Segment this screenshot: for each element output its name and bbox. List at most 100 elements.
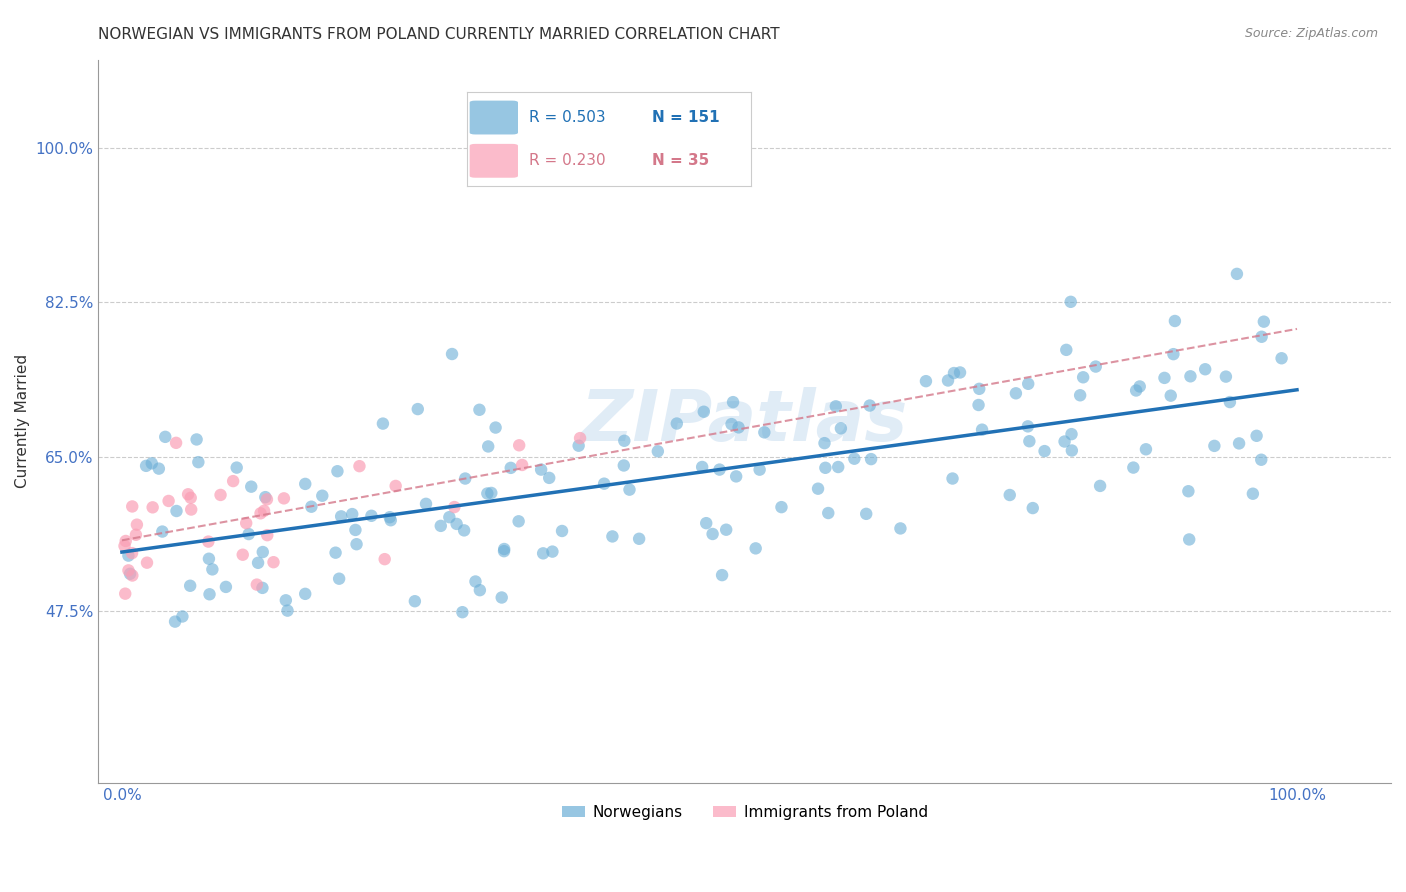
Point	[479, 486, 502, 500]
Point	[344, 523, 367, 537]
Point	[197, 534, 219, 549]
Point	[1160, 389, 1182, 403]
Point	[936, 374, 959, 388]
Point	[859, 399, 882, 413]
Point	[225, 460, 247, 475]
Point	[727, 420, 749, 434]
Point	[1060, 294, 1083, 309]
Point	[1178, 533, 1201, 547]
Point	[711, 568, 734, 582]
Point	[510, 458, 533, 472]
Point	[172, 609, 194, 624]
Point	[967, 382, 990, 396]
Point	[1054, 343, 1077, 357]
Point	[1017, 419, 1039, 434]
Point	[384, 479, 406, 493]
Point	[1129, 379, 1152, 393]
Point	[813, 436, 835, 450]
Point	[942, 366, 965, 380]
Point	[150, 524, 173, 539]
Point	[349, 459, 371, 474]
Point	[1204, 439, 1226, 453]
Point	[136, 556, 159, 570]
Point	[1246, 429, 1268, 443]
Point	[844, 451, 866, 466]
Point	[294, 587, 316, 601]
Point	[998, 488, 1021, 502]
Point	[1250, 330, 1272, 344]
Point	[814, 460, 837, 475]
Point	[551, 524, 574, 538]
Point	[186, 433, 208, 447]
Point	[1125, 384, 1147, 398]
Point	[117, 549, 139, 563]
Point	[446, 516, 468, 531]
Point	[538, 471, 561, 485]
Y-axis label: Currently Married: Currently Married	[15, 354, 30, 489]
Point	[568, 439, 591, 453]
Legend: Norwegians, Immigrants from Poland: Norwegians, Immigrants from Poland	[555, 799, 934, 826]
Point	[693, 405, 716, 419]
Point	[1071, 370, 1094, 384]
Point	[374, 552, 396, 566]
Point	[232, 548, 254, 562]
Point	[477, 439, 499, 453]
Point	[114, 533, 136, 548]
Point	[530, 462, 553, 476]
Point	[328, 572, 350, 586]
Point	[114, 539, 136, 553]
Point	[508, 514, 530, 528]
Point	[613, 458, 636, 473]
Point	[299, 500, 322, 514]
Point	[1226, 267, 1249, 281]
Point	[246, 577, 269, 591]
Point	[117, 563, 139, 577]
Point	[360, 508, 382, 523]
Point	[1250, 452, 1272, 467]
Point	[714, 523, 737, 537]
Point	[378, 510, 401, 524]
Point	[380, 513, 402, 527]
Point	[744, 541, 766, 556]
Point	[1088, 479, 1111, 493]
Point	[263, 555, 285, 569]
Point	[817, 506, 839, 520]
Point	[1215, 369, 1237, 384]
Point	[1219, 395, 1241, 409]
Point	[1180, 369, 1202, 384]
Point	[1194, 362, 1216, 376]
Point	[135, 458, 157, 473]
Point	[1060, 443, 1083, 458]
Point	[215, 580, 238, 594]
Point	[439, 510, 461, 524]
Point	[141, 456, 163, 470]
Point	[209, 488, 232, 502]
Point	[325, 546, 347, 560]
Point	[1177, 484, 1199, 499]
Point	[464, 574, 486, 589]
Point	[721, 395, 744, 409]
Point	[1069, 388, 1091, 402]
Point	[165, 435, 187, 450]
Point	[827, 460, 849, 475]
Point	[342, 507, 364, 521]
Point	[1033, 444, 1056, 458]
Point	[1271, 351, 1294, 366]
Point	[949, 366, 972, 380]
Point	[443, 500, 465, 514]
Point	[492, 544, 515, 558]
Point	[1164, 314, 1187, 328]
Text: NORWEGIAN VS IMMIGRANTS FROM POLAND CURRENTLY MARRIED CORRELATION CHART: NORWEGIAN VS IMMIGRANTS FROM POLAND CURR…	[98, 27, 780, 42]
Point	[429, 519, 451, 533]
Point	[238, 527, 260, 541]
Point	[824, 399, 846, 413]
Point	[855, 507, 877, 521]
Point	[491, 591, 513, 605]
Point	[619, 483, 641, 497]
Point	[125, 528, 148, 542]
Point	[593, 476, 616, 491]
Point	[252, 581, 274, 595]
Point	[1227, 436, 1250, 450]
Point	[256, 528, 278, 542]
Point	[274, 593, 297, 607]
